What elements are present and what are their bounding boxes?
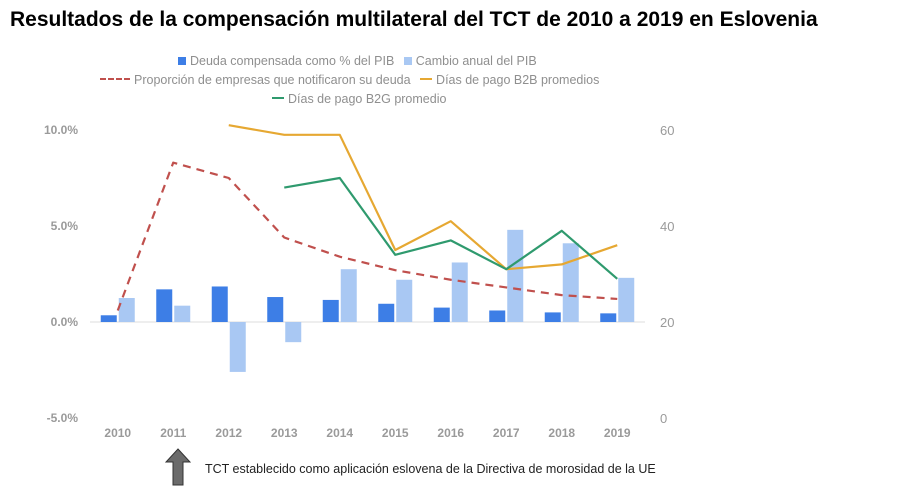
legend-item-gdp: Cambio anual del PIB [403, 54, 537, 68]
legend-swatch-b2g [272, 97, 284, 99]
bar-debt-2019 [600, 313, 617, 322]
x-tick-label-2019: 2019 [604, 426, 631, 440]
up-arrow-icon [165, 448, 191, 486]
bar-gdp-2019 [618, 277, 635, 322]
y-left-tick-label: 0.0% [51, 315, 79, 329]
legend-row-1: Deuda compensada como % del PIB Cambio a… [178, 54, 543, 68]
bar-gdp-2017 [507, 229, 524, 322]
line-b2b-days [228, 124, 618, 271]
bar-debt-2016 [433, 307, 450, 322]
legend-label-b2b: Días de pago B2B promedios [436, 73, 600, 87]
bar-gdp-2013 [285, 322, 302, 343]
y-left-tick-label: 10.0% [44, 123, 78, 137]
bar-debt-2017 [489, 310, 506, 322]
legend-swatch-share [100, 78, 130, 80]
bar-debt-2010 [100, 315, 117, 322]
x-tick-label-2010: 2010 [104, 426, 131, 440]
bar-debt-2015 [378, 303, 395, 322]
bar-debt-2014 [322, 299, 339, 322]
x-tick-label-2016: 2016 [437, 426, 464, 440]
legend-label-share: Proporción de empresas que notificaron s… [134, 73, 411, 87]
bar-gdp-2011 [174, 305, 191, 322]
annotation-note: TCT establecido como aplicación eslovena… [205, 462, 656, 476]
bar-gdp-2015 [396, 279, 413, 322]
y-right-tick-label: 0 [660, 411, 667, 426]
chart-title: Resultados de la compensación multilater… [10, 8, 818, 31]
x-tick-label-2018: 2018 [548, 426, 575, 440]
bar-debt-2013 [267, 297, 284, 322]
legend-swatch-debt [178, 57, 186, 65]
bar-gdp-2014 [340, 269, 357, 322]
legend-label-b2g: Días de pago B2G promedio [288, 92, 447, 106]
x-tick-label-2015: 2015 [382, 426, 409, 440]
bar-gdp-2018 [562, 243, 579, 322]
legend-swatch-gdp [403, 57, 412, 65]
x-tick-label-2012: 2012 [215, 426, 242, 440]
y-left-tick-label: -5.0% [47, 411, 79, 425]
x-tick-label-2014: 2014 [326, 426, 353, 440]
y-right-tick-label: 40 [660, 219, 674, 234]
legend-item-debt: Deuda compensada como % del PIB [178, 54, 394, 68]
legend-label-debt: Deuda compensada como % del PIB [190, 54, 395, 68]
bar-gdp-2010 [118, 298, 135, 322]
bar-debt-2018 [544, 312, 561, 322]
legend-row-2: Proporción de empresas que notificaron s… [100, 73, 605, 87]
legend-item-b2g: Días de pago B2G promedio [272, 92, 446, 106]
legend-item-share: Proporción de empresas que notificaron s… [100, 73, 411, 87]
x-tick-label-2013: 2013 [271, 426, 298, 440]
x-tick-label-2011: 2011 [160, 426, 186, 440]
bar-gdp-2012 [229, 322, 246, 372]
bar-gdp-2016 [451, 262, 468, 322]
y-right-tick-label: 20 [660, 315, 674, 330]
legend-label-gdp: Cambio anual del PIB [415, 54, 537, 68]
line-share-notified [116, 161, 618, 311]
y-right-tick-label: 60 [660, 123, 674, 138]
x-tick-label-2017: 2017 [493, 426, 520, 440]
bar-debt-2012 [211, 286, 228, 322]
line-b2g-days [284, 176, 618, 280]
bar-debt-2011 [156, 289, 173, 322]
legend-item-b2b: Días de pago B2B promedios [420, 73, 599, 87]
legend-row-3: Días de pago B2G promedio [272, 92, 452, 106]
y-left-tick-label: 5.0% [51, 219, 79, 233]
legend-swatch-b2b [420, 78, 433, 80]
